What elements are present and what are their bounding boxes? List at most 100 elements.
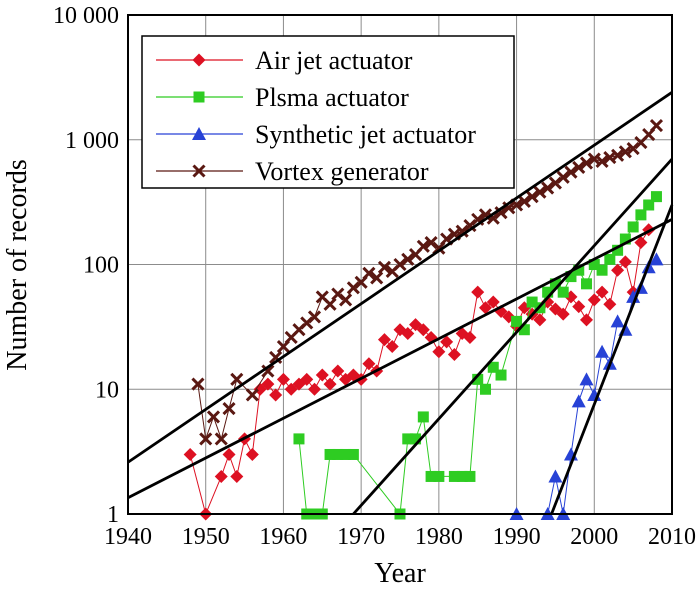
square-marker	[410, 433, 422, 445]
diamond-marker	[603, 297, 617, 311]
diamond-marker	[385, 340, 399, 354]
x-tick-label: 1950	[182, 524, 230, 550]
vortex-generator-trend	[127, 91, 673, 464]
diamond-marker	[447, 347, 461, 361]
square-marker	[627, 221, 639, 233]
series-vortex-generator	[191, 118, 664, 446]
y-tick-label: 10	[95, 377, 119, 403]
x-marker	[339, 293, 353, 307]
diamond-marker	[300, 372, 314, 386]
x-marker	[572, 160, 586, 174]
x-marker	[206, 410, 221, 424]
diamond-marker	[362, 357, 376, 371]
diamond-marker	[214, 469, 228, 483]
x-marker	[649, 118, 664, 133]
x-tick-label: 1940	[104, 524, 152, 550]
square-marker	[526, 296, 538, 308]
square-marker	[479, 383, 491, 395]
diamond-marker	[245, 447, 259, 461]
diamond-marker	[323, 377, 337, 391]
x-marker	[533, 185, 547, 199]
legend-label-vortex-generator: Vortex generator	[255, 157, 429, 186]
triangle-marker	[579, 372, 594, 386]
square-marker	[347, 448, 359, 460]
diamond-marker	[634, 236, 648, 250]
diamond-marker	[618, 255, 632, 269]
air-jet-actuator-trend	[127, 218, 673, 499]
x-marker	[556, 170, 570, 184]
diamond-marker	[183, 447, 197, 461]
y-axis-title: Number of records	[2, 159, 33, 370]
square-marker	[456, 470, 468, 482]
diamond-marker	[315, 368, 329, 382]
square-marker	[549, 278, 561, 290]
square-marker	[433, 470, 445, 482]
diamond-marker	[556, 307, 570, 321]
x-marker	[401, 252, 415, 266]
square-marker	[581, 278, 593, 290]
square-marker	[332, 448, 344, 460]
diamond-marker	[192, 53, 206, 67]
x-marker	[222, 402, 236, 416]
square-marker	[402, 433, 414, 445]
square-marker	[619, 233, 631, 245]
x-marker	[611, 148, 625, 162]
square-marker	[472, 373, 484, 385]
square-marker	[596, 264, 608, 276]
diamond-marker	[222, 447, 236, 461]
triangle-marker	[649, 252, 664, 266]
diamond-marker	[486, 295, 500, 309]
square-marker	[324, 448, 336, 460]
series-line	[189, 229, 650, 516]
square-marker	[650, 191, 662, 203]
diamond-marker	[611, 263, 625, 277]
square-marker	[425, 470, 437, 482]
synthetic-jet-actuator-trend	[550, 204, 674, 515]
square-marker	[518, 324, 530, 336]
square-marker	[557, 286, 569, 298]
x-tick-label: 1980	[415, 524, 463, 550]
x-marker	[595, 154, 609, 169]
x-axis-title: Year	[374, 558, 426, 589]
diamond-marker	[401, 326, 415, 340]
x-marker	[214, 432, 228, 446]
square-marker	[573, 264, 585, 276]
series-air-jet-actuator	[183, 223, 656, 521]
diamond-marker	[261, 377, 275, 391]
x-marker	[377, 260, 392, 274]
x-marker	[525, 190, 539, 204]
x-marker	[517, 194, 531, 209]
diamond-marker	[587, 293, 601, 307]
diamond-marker	[463, 330, 477, 344]
x-marker	[362, 266, 376, 280]
diamond-marker	[230, 469, 244, 483]
square-marker	[193, 91, 205, 103]
triangle-marker	[192, 127, 206, 140]
x-tick-label: 2000	[570, 524, 618, 550]
x-marker	[494, 206, 508, 220]
legend-label-air-jet-actuator: Air jet actuator	[255, 46, 413, 75]
x-marker	[478, 208, 493, 222]
diamond-marker	[308, 382, 322, 396]
plasma-actuator-trend	[352, 158, 674, 515]
legend-label-plsma-actuator: Plsma actuator	[255, 83, 409, 112]
square-marker	[495, 369, 507, 381]
x-marker	[618, 145, 632, 159]
x-marker	[323, 297, 337, 311]
square-marker	[643, 199, 655, 211]
square-marker	[635, 209, 647, 221]
x-marker	[230, 372, 244, 386]
y-tick-label: 100	[83, 253, 119, 279]
x-marker	[261, 364, 275, 378]
square-marker	[612, 244, 624, 256]
diamond-marker	[572, 300, 586, 314]
triangle-marker	[610, 314, 625, 328]
x-marker	[486, 211, 500, 225]
x-marker	[541, 181, 555, 195]
square-marker	[464, 470, 476, 482]
x-marker	[269, 350, 283, 364]
diamond-marker	[440, 335, 454, 349]
diamond-marker	[416, 323, 430, 337]
x-tick-label: 1960	[259, 524, 307, 550]
triangle-marker	[548, 469, 563, 483]
